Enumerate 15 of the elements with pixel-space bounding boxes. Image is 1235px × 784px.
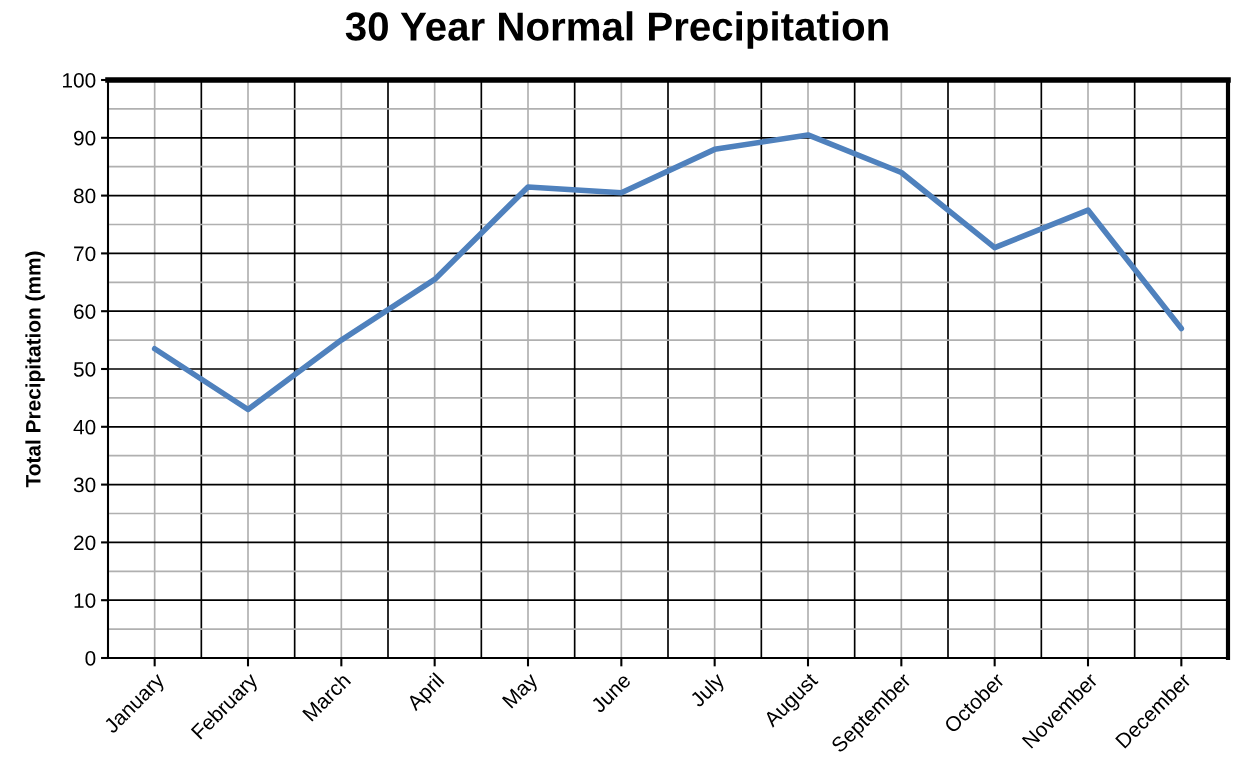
x-tick-label: May <box>501 671 542 712</box>
y-tick-label: 50 <box>73 362 96 377</box>
y-tick-label: 10 <box>74 593 96 608</box>
y-tick-label: 20 <box>74 535 96 551</box>
y-axis-title: Total Precipitation (mm) <box>25 251 45 488</box>
y-tick-label: 0 <box>85 651 96 666</box>
y-tick-label: 90 <box>74 130 96 146</box>
x-tick-label: July <box>688 671 729 711</box>
y-tick-label: 30 <box>73 477 96 493</box>
chart-title: 30 Year Normal Precipitation <box>345 11 888 49</box>
y-tick-label: 70 <box>74 246 96 262</box>
y-tick-label: 60 <box>74 304 96 319</box>
y-tick-label: 80 <box>73 188 96 204</box>
y-tick-label: 40 <box>73 419 96 435</box>
y-tick-label: 100 <box>63 73 96 88</box>
